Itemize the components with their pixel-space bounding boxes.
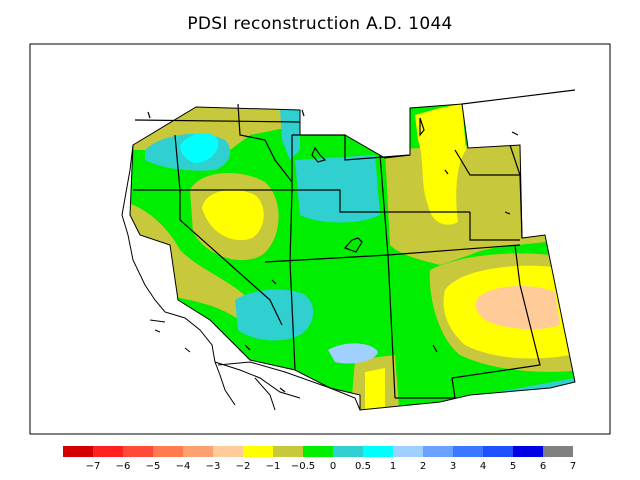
boundary-california-nevada [179,190,283,326]
region-outline [129,103,576,411]
field-teal-arizona [235,289,314,341]
colorbar-swatch [183,446,213,457]
boundary-nebraska [469,212,520,241]
lake-wyoming [444,169,449,175]
channel-islands [149,319,191,353]
colorbar-swatch [63,446,93,457]
colorbar-swatch [393,446,423,457]
colorbar-swatch [273,446,303,457]
colorbar-tick-label: 4 [480,461,486,472]
boundary-idaho-montana [237,103,293,183]
colorbar-labels: −7 −6 −5 −4 −3 −2 −1 −0.5 0 0.5 1 2 3 4 5 6 7 [86,461,577,472]
colorbar-tick-label: −2 [236,461,251,472]
lake-nm [432,344,438,353]
lake-great-salt [343,237,363,253]
field-yellow-nevada [202,189,264,241]
field-teal-center [295,155,380,223]
field-yellow-south [365,368,385,410]
colorbar-tick-label: 5 [510,461,516,472]
coastlines [121,144,361,411]
colorbar-tick-label: −0.5 [291,461,315,472]
colorbar-tick-label: −3 [206,461,221,472]
colorbar-swatch [123,446,153,457]
colorbar-tick-label: 2 [420,461,426,472]
colorbar-tick-label: 6 [540,461,546,472]
lake-az-1 [244,344,251,351]
field-cyan-nw [180,132,219,163]
colorbar-tick-label: 1 [390,461,396,472]
boundary-colorado-east [454,149,520,176]
colorbar-swatch [423,446,453,457]
colorbar-tick-label: −1 [266,461,281,472]
colorbar-swatch [303,446,333,457]
lake-dakota-2 [504,211,511,215]
colorbar-swatch [453,446,483,457]
boundary-montana-wyoming [292,134,411,161]
mexico-border [217,361,361,411]
boundary-oregon-idaho [174,134,181,191]
boundary-utah-north [292,189,380,213]
lake-flathead [419,117,425,137]
colorbar-swatch [363,446,393,457]
field-peach-se [475,286,560,330]
boundary-dakota [509,144,523,239]
lake-dakota-1 [511,131,519,136]
colorbar-swatch [93,446,123,457]
lake-az-2 [271,279,277,285]
colorbar-boxes [63,446,573,457]
colorbar-swatch [513,446,543,457]
boundary-utah-west [289,189,293,263]
lake-yellowstone [311,146,327,163]
colorbar-tick-label: 7 [570,461,576,472]
colorbar-swatch [243,446,273,457]
boundary-us-canada [134,119,301,123]
colorbar-swatch [543,446,573,457]
colorbar-tick-label: 3 [450,461,456,472]
lake-ca [279,387,286,393]
gulf-coastline [254,377,276,411]
lake-northwest [147,111,151,119]
colorbar-tick-label: −6 [116,461,131,472]
boundary-utah-colorado [379,154,389,256]
boundary-nm-tx [395,244,541,399]
field-yellow-ne [415,104,466,225]
map-frame [29,43,611,435]
boundary-north-east [461,89,576,105]
colorbar-swatch [333,446,363,457]
baja-coastline [214,361,301,399]
colorbar-tick-label: −4 [176,461,191,472]
field-lightblue-south [328,343,378,364]
colorbar-swatch [153,446,183,457]
colorbar-tick-label: −7 [86,461,101,472]
lakes [147,109,519,393]
field-teal-north [280,108,300,160]
map-title: PDSI reconstruction A.D. 1044 [187,14,453,34]
lake-montana [301,109,305,117]
state-boundaries [133,89,576,399]
boundary-az-south [289,261,296,371]
boundary-nm-az [387,254,396,399]
colorbar-swatch [483,446,513,457]
colorbar-swatch [213,446,243,457]
colorbar-tick-label: 0.5 [355,461,371,472]
colorbar-tick-label: −5 [146,461,161,472]
pacific-coastline [121,144,236,406]
colorbar-tick-label: 0 [330,461,336,472]
